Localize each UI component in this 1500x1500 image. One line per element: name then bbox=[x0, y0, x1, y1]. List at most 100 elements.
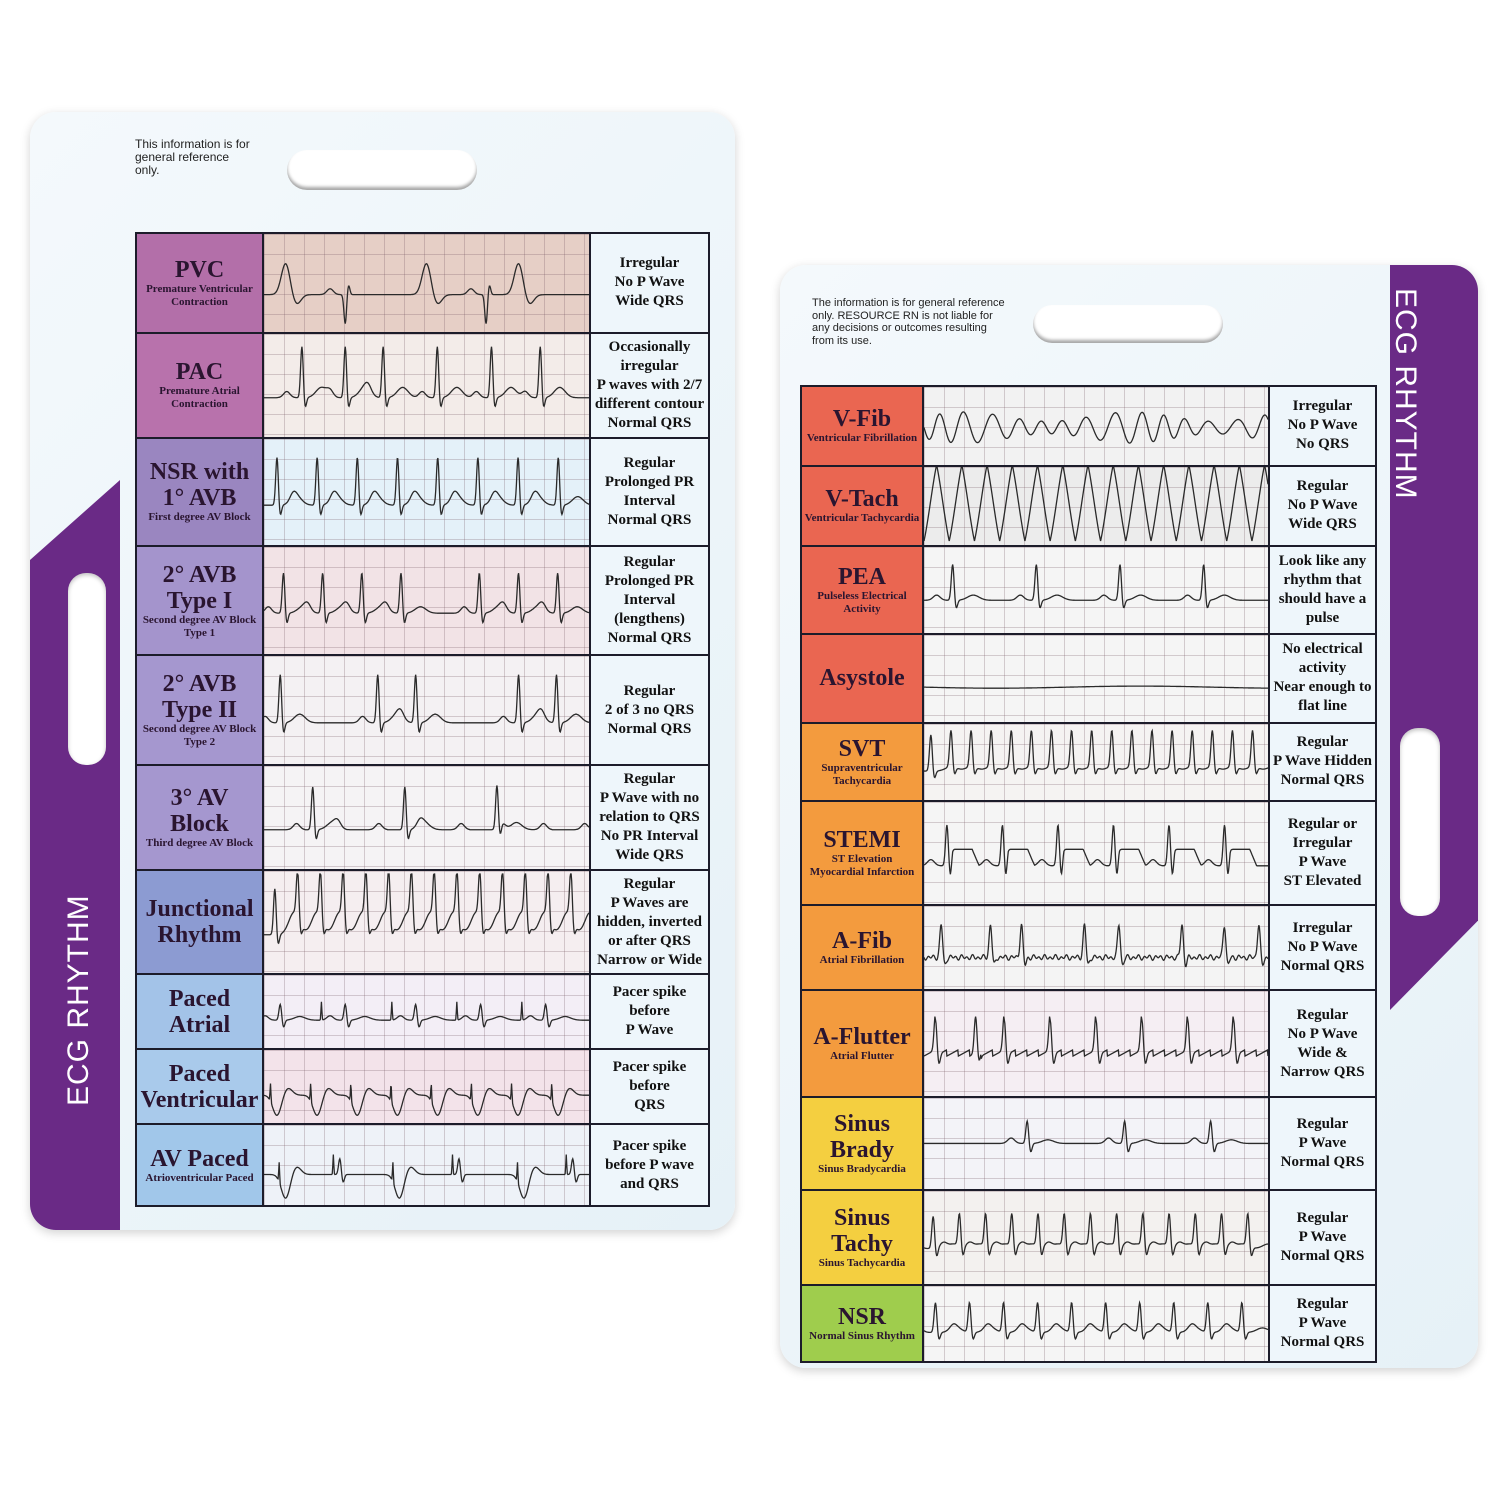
rhythm-title: 3° AV Block bbox=[170, 784, 229, 837]
ecg-strip bbox=[264, 234, 589, 332]
rhythm-description: Irregular No P Wave Normal QRS bbox=[1270, 906, 1375, 990]
ecg-trace bbox=[924, 635, 1268, 722]
rhythm-description: No electrical activity Near enough to fl… bbox=[1270, 634, 1375, 722]
rhythm-description: Regular 2 of 3 no QRS Normal QRS bbox=[591, 656, 708, 764]
ecg-strip bbox=[924, 723, 1268, 800]
rhythm-row: A-Flutter Atrial Flutter Regular No P Wave… bbox=[802, 991, 1375, 1097]
ecg-trace bbox=[264, 234, 589, 332]
ecg-strip bbox=[924, 1286, 1268, 1361]
ecg-strip bbox=[924, 546, 1268, 633]
rhythm-description: Regular Prolonged PR Interval (lengthens… bbox=[591, 547, 708, 655]
rhythm-name-cell: 3° AV Block Third degree AV Block bbox=[137, 765, 262, 869]
ecg-trace bbox=[264, 1125, 589, 1205]
rhythm-description: Regular P Wave with no relation to QRS N… bbox=[591, 765, 708, 869]
rhythm-name-cell: AV Paced Atrioventricular Paced bbox=[137, 1125, 262, 1205]
ecg-strip bbox=[264, 975, 589, 1049]
rhythm-description: Look like any rhythm that should have a … bbox=[1270, 546, 1375, 633]
rhythm-subtitle: Third degree AV Block bbox=[145, 836, 254, 849]
rhythm-name-cell: Junctional Rhythm bbox=[137, 870, 262, 974]
rhythm-row: PAC Premature Atrial Contraction Occasiona… bbox=[137, 333, 708, 437]
disclaimer: This information is for general referenc… bbox=[135, 137, 250, 177]
rhythm-title: Paced Ventricular bbox=[140, 1060, 259, 1113]
rhythm-name-cell: Sinus Brady Sinus Bradycardia bbox=[802, 1098, 922, 1190]
rhythm-title: Sinus Brady bbox=[829, 1111, 894, 1164]
rhythm-title: PEA bbox=[838, 563, 886, 590]
rhythm-title: NSR with 1° AVB bbox=[149, 459, 250, 512]
rhythm-name-cell: Asystole bbox=[802, 634, 922, 722]
rhythm-row: 2° AVB Type II Second degree AV Block Typ… bbox=[137, 656, 708, 764]
rhythm-description: Irregular No P Wave No QRS bbox=[1270, 387, 1375, 465]
rhythm-description: Regular P Wave Normal QRS bbox=[1270, 1191, 1375, 1285]
rhythm-subtitle: Ventricular Tachycardia bbox=[804, 512, 920, 525]
rhythm-description: Regular Prolonged PR Interval Normal QRS bbox=[591, 438, 708, 546]
ecg-trace bbox=[264, 766, 589, 869]
ecg-trace bbox=[264, 547, 589, 654]
rhythm-description: Pacer spike before P Wave bbox=[591, 975, 708, 1049]
rhythm-title: SVT bbox=[838, 735, 886, 762]
rhythm-row: Junctional Rhythm Regular P Waves are hid… bbox=[137, 870, 708, 974]
lanyard-slot bbox=[68, 573, 106, 765]
rhythm-title: V-Fib bbox=[832, 406, 892, 433]
rhythm-title: Sinus Tachy bbox=[831, 1205, 893, 1258]
rhythm-description: Regular or Irregular P Wave ST Elevated bbox=[1270, 801, 1375, 905]
rhythm-row: V-Tach Ventricular Tachycardia Regular No … bbox=[802, 466, 1375, 545]
rhythm-row: Sinus Brady Sinus Bradycardia Regular P Wa… bbox=[802, 1098, 1375, 1190]
rhythm-title: PVC bbox=[174, 256, 225, 283]
rhythm-title: NSR bbox=[837, 1304, 886, 1331]
rhythm-subtitle: Atrial Flutter bbox=[830, 1050, 894, 1063]
ecg-trace bbox=[264, 656, 589, 764]
rhythm-row: 3° AV Block Third degree AV Block Regular … bbox=[137, 765, 708, 869]
rhythm-name-cell: V-Fib Ventricular Fibrillation bbox=[802, 387, 922, 465]
ecg-strip bbox=[264, 1125, 589, 1205]
lanyard-slot bbox=[1400, 728, 1440, 916]
ecg-trace bbox=[924, 387, 1268, 465]
rhythm-description: Regular No P Wave Wide & Narrow QRS bbox=[1270, 991, 1375, 1097]
rhythm-row: STEMI ST Elevation Myocardial Infarction R… bbox=[802, 801, 1375, 905]
rhythm-name-cell: 2° AVB Type II Second degree AV Block Typ… bbox=[137, 656, 262, 764]
rhythm-subtitle: Sinus Bradycardia bbox=[818, 1163, 906, 1176]
ecg-strip bbox=[264, 547, 589, 655]
rhythm-row: Sinus Tachy Sinus Tachycardia Regular P Wa… bbox=[802, 1191, 1375, 1285]
rhythm-row: 2° AVB Type I Second degree AV Block Type… bbox=[137, 547, 708, 655]
rhythm-description: Regular P Wave Normal QRS bbox=[1270, 1098, 1375, 1190]
rhythm-name-cell: PAC Premature Atrial Contraction bbox=[137, 333, 262, 437]
rhythm-subtitle: Atrial Fibrillation bbox=[819, 954, 905, 967]
rhythm-description: Regular P Wave Normal QRS bbox=[1270, 1286, 1375, 1361]
ecg-trace bbox=[924, 802, 1268, 905]
rhythm-name-cell: 2° AVB Type I Second degree AV Block Type… bbox=[137, 547, 262, 655]
rhythm-name-cell: Paced Atrial bbox=[137, 975, 262, 1049]
ecg-strip bbox=[924, 801, 1268, 905]
ecg-strip bbox=[924, 466, 1268, 545]
rhythm-subtitle: First degree AV Block bbox=[148, 511, 251, 524]
rhythm-subtitle: Sinus Tachycardia bbox=[818, 1257, 906, 1270]
rhythm-name-cell: SVT Supraventricular Tachycardia bbox=[802, 723, 922, 800]
rhythm-title: A-Flutter bbox=[813, 1024, 911, 1051]
rhythm-name-cell: STEMI ST Elevation Myocardial Infarction bbox=[802, 801, 922, 905]
rhythm-title: STEMI bbox=[823, 827, 901, 854]
rhythm-name-cell: A-Flutter Atrial Flutter bbox=[802, 991, 922, 1097]
side-label: ECG RHYTHM bbox=[1389, 288, 1422, 500]
rhythm-title: Asystole bbox=[819, 665, 905, 692]
rhythm-subtitle: Premature Ventricular Contraction bbox=[146, 282, 253, 308]
rhythm-name-cell: PEA Pulseless Electrical Activity bbox=[802, 546, 922, 633]
rhythm-subtitle: Ventricular Fibrillation bbox=[806, 432, 918, 445]
ecg-strip bbox=[924, 634, 1268, 722]
rhythm-subtitle: Pulseless Electrical Activity bbox=[817, 589, 907, 615]
rhythm-row: Paced Atrial Pacer spike before P Wave bbox=[137, 975, 708, 1049]
ecg-strip bbox=[924, 1191, 1268, 1285]
rhythm-subtitle: Atrioventricular Paced bbox=[145, 1171, 254, 1184]
ecg-strip bbox=[264, 333, 589, 437]
ecg-trace bbox=[924, 991, 1268, 1096]
ecg-trace bbox=[924, 547, 1268, 633]
rhythm-description: Regular P Waves are hidden, inverted or … bbox=[591, 870, 708, 974]
rhythm-description: Irregular No P Wave Wide QRS bbox=[591, 234, 708, 332]
rhythm-name-cell: NSR with 1° AVB First degree AV Block bbox=[137, 438, 262, 546]
rhythm-table-left: PVC Premature Ventricular Contraction Irre… bbox=[135, 232, 710, 1207]
rhythm-title: 2° AVB Type I bbox=[162, 561, 237, 614]
ecg-trace bbox=[264, 975, 589, 1048]
badge-clip-slot bbox=[287, 150, 477, 190]
rhythm-description: Regular P Wave Hidden Normal QRS bbox=[1270, 723, 1375, 800]
rhythm-subtitle: Second degree AV Block Type 1 bbox=[142, 613, 257, 639]
badge-clip-slot bbox=[1033, 305, 1223, 343]
ecg-trace bbox=[924, 1191, 1268, 1284]
